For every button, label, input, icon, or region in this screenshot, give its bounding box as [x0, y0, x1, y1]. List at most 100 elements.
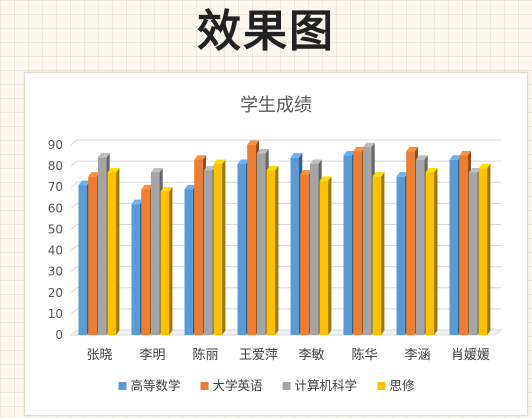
- bar-side: [222, 159, 226, 335]
- bar: [309, 164, 319, 335]
- bar: [256, 153, 266, 335]
- bar-top: [468, 167, 481, 173]
- bar-side: [275, 165, 279, 335]
- y-tick-label: 0: [55, 328, 63, 342]
- bar: [425, 172, 435, 335]
- bar-top: [343, 151, 356, 156]
- bar-top: [213, 159, 226, 164]
- bar: [266, 170, 276, 335]
- bar-top: [449, 155, 462, 160]
- bar-top: [459, 151, 471, 156]
- bar-top: [160, 186, 173, 192]
- bar-top: [266, 165, 279, 171]
- bar: [468, 172, 478, 335]
- bar: [160, 191, 170, 335]
- bar: [372, 176, 382, 335]
- bar-top: [184, 184, 197, 190]
- legend-swatch: [282, 382, 291, 390]
- chart-title: 学生成绩: [240, 95, 312, 116]
- x-tick-label: 李涵: [404, 348, 430, 363]
- y-tick-label: 90: [48, 138, 63, 152]
- bar-side: [487, 163, 491, 335]
- gridline-depth: [70, 160, 78, 167]
- bar-top: [372, 172, 385, 177]
- bar-top: [194, 155, 206, 160]
- bar-top: [88, 172, 100, 177]
- bar-top: [150, 167, 163, 173]
- legend-swatch: [200, 382, 209, 390]
- gridline-depth: [70, 245, 78, 251]
- bar: [319, 180, 329, 335]
- bar: [449, 159, 458, 335]
- bar: [459, 155, 468, 335]
- bar-top: [478, 163, 491, 169]
- x-tick-label: 肖媛媛: [451, 348, 490, 363]
- legend-label: 思修: [390, 378, 416, 393]
- x-tick-label: 李明: [139, 348, 165, 363]
- x-tick-label: 王爱萍: [239, 348, 278, 363]
- x-tick-label: 李敏: [298, 348, 324, 363]
- legend-label: 大学英语: [213, 378, 263, 393]
- gridline-depth: [70, 202, 78, 209]
- chart-svg: 0 10 20 30 40 50 60 70 80 90 张晓 李明 陈丽 王爱萍 李敏 陈华 李涵 肖媛媛高等数…: [48, 138, 503, 393]
- bar-top: [97, 153, 110, 158]
- page-heading: 效果图: [197, 6, 335, 57]
- bar-top: [353, 146, 365, 152]
- bar-top: [290, 153, 303, 158]
- bar-top: [107, 167, 120, 173]
- bar: [107, 172, 117, 335]
- bar-top: [396, 172, 409, 177]
- bar-top: [406, 146, 418, 152]
- bar-side: [434, 167, 438, 335]
- bar: [362, 147, 372, 335]
- y-tick-label: 50: [48, 222, 63, 236]
- x-tick-label: 陈丽: [192, 347, 218, 363]
- gridline-depth: [70, 181, 78, 188]
- bar: [406, 151, 415, 335]
- y-tick-label: 40: [48, 244, 63, 258]
- bar-top: [319, 176, 332, 181]
- legend-label: 高等数学: [131, 378, 181, 393]
- y-tick-label: 70: [48, 180, 63, 194]
- gridline-depth: [70, 224, 78, 230]
- bar: [97, 157, 107, 335]
- bar-side: [328, 176, 332, 335]
- x-tick-label: 张晓: [86, 348, 112, 363]
- bar-side: [169, 186, 173, 335]
- bar: [478, 168, 488, 335]
- gridline-depth: [70, 139, 78, 146]
- bar: [194, 159, 203, 335]
- bar: [396, 176, 405, 335]
- bar: [184, 189, 193, 335]
- bar: [213, 164, 223, 335]
- bar-top: [362, 142, 375, 148]
- gridline-depth: [70, 266, 78, 273]
- bar-top: [247, 140, 259, 145]
- legend-swatch: [118, 382, 127, 390]
- bar: [141, 189, 150, 335]
- y-tick-label: 80: [48, 159, 63, 173]
- bar: [203, 170, 213, 335]
- bar: [150, 172, 160, 335]
- bar-top: [309, 159, 322, 164]
- y-tick-label: 20: [48, 286, 63, 300]
- bar: [343, 155, 352, 335]
- gridline-depth: [70, 287, 78, 294]
- bar-top: [131, 199, 144, 205]
- bar: [237, 164, 246, 335]
- bar-side: [116, 167, 120, 335]
- x-tick-label: 陈华: [351, 347, 377, 363]
- bar-top: [300, 170, 312, 175]
- bar: [300, 174, 309, 335]
- chart-card: 学生成绩 0 10 20 30 40 50 60 70 80 90 张晓 李明 陈丽 王爱萍 李敏 陈华 李涵 肖…: [24, 72, 528, 416]
- bar: [247, 145, 256, 335]
- bar-top: [415, 155, 428, 160]
- y-tick-label: 30: [48, 265, 63, 279]
- bar: [415, 159, 425, 335]
- bar: [78, 185, 87, 335]
- bar-top: [256, 148, 269, 154]
- gridline-depth: [70, 308, 78, 315]
- bar-side: [381, 172, 385, 335]
- bar-top: [237, 159, 250, 164]
- bar-top: [425, 167, 438, 173]
